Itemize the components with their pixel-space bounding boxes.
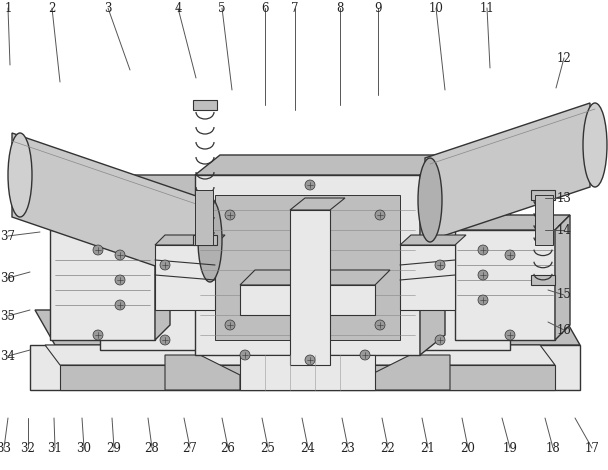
- Polygon shape: [455, 215, 570, 230]
- Text: 34: 34: [1, 350, 15, 362]
- Text: 13: 13: [556, 191, 572, 204]
- Text: 32: 32: [21, 441, 35, 454]
- Text: 8: 8: [336, 1, 344, 15]
- Text: 1: 1: [4, 1, 12, 15]
- Ellipse shape: [478, 245, 488, 255]
- Polygon shape: [370, 355, 450, 390]
- Text: 2: 2: [48, 1, 56, 15]
- Ellipse shape: [418, 158, 442, 242]
- Bar: [531, 275, 555, 285]
- Ellipse shape: [505, 250, 515, 260]
- Text: 18: 18: [545, 441, 561, 454]
- Text: 9: 9: [375, 1, 382, 15]
- Polygon shape: [50, 215, 170, 230]
- Text: 27: 27: [182, 441, 198, 454]
- Polygon shape: [30, 345, 580, 390]
- Text: 3: 3: [104, 1, 112, 15]
- Bar: [193, 100, 217, 110]
- Ellipse shape: [8, 133, 32, 217]
- Ellipse shape: [305, 180, 315, 190]
- Ellipse shape: [225, 320, 235, 330]
- Polygon shape: [100, 200, 510, 350]
- Ellipse shape: [478, 295, 488, 305]
- Polygon shape: [425, 103, 590, 242]
- Polygon shape: [60, 365, 555, 390]
- Polygon shape: [100, 175, 540, 200]
- Ellipse shape: [240, 350, 250, 360]
- Text: 35: 35: [1, 310, 15, 322]
- Polygon shape: [215, 195, 400, 340]
- Bar: [535, 195, 553, 245]
- Ellipse shape: [375, 210, 385, 220]
- Polygon shape: [420, 155, 445, 355]
- Ellipse shape: [93, 245, 103, 255]
- Text: 16: 16: [556, 323, 572, 337]
- Text: 22: 22: [381, 441, 395, 454]
- Text: 31: 31: [47, 441, 63, 454]
- Text: 15: 15: [556, 289, 572, 301]
- Polygon shape: [290, 198, 345, 210]
- Text: 25: 25: [261, 441, 275, 454]
- Text: 6: 6: [261, 1, 269, 15]
- Ellipse shape: [435, 260, 445, 270]
- Ellipse shape: [160, 335, 170, 345]
- Polygon shape: [195, 155, 445, 175]
- Text: 19: 19: [503, 441, 517, 454]
- Bar: [240, 355, 375, 390]
- Polygon shape: [240, 285, 375, 315]
- Text: 5: 5: [218, 1, 226, 15]
- Ellipse shape: [93, 330, 103, 340]
- Ellipse shape: [225, 210, 235, 220]
- Ellipse shape: [478, 270, 488, 280]
- Text: 10: 10: [429, 1, 443, 15]
- Bar: [195, 190, 213, 245]
- Polygon shape: [35, 310, 580, 345]
- Ellipse shape: [505, 330, 515, 340]
- Text: 23: 23: [340, 441, 356, 454]
- Bar: [193, 235, 217, 245]
- Text: 26: 26: [221, 441, 235, 454]
- Bar: [531, 190, 555, 200]
- Polygon shape: [12, 133, 202, 282]
- Ellipse shape: [435, 335, 445, 345]
- Text: 30: 30: [77, 441, 91, 454]
- Ellipse shape: [360, 350, 370, 360]
- Text: 24: 24: [300, 441, 316, 454]
- Text: 29: 29: [106, 441, 122, 454]
- Text: 20: 20: [461, 441, 475, 454]
- Ellipse shape: [375, 320, 385, 330]
- Ellipse shape: [115, 275, 125, 285]
- Text: 4: 4: [174, 1, 182, 15]
- Polygon shape: [155, 245, 215, 310]
- Ellipse shape: [115, 250, 125, 260]
- Ellipse shape: [583, 103, 607, 187]
- Polygon shape: [165, 355, 240, 390]
- Ellipse shape: [115, 300, 125, 310]
- Polygon shape: [45, 345, 555, 365]
- Polygon shape: [155, 235, 225, 245]
- Text: 33: 33: [0, 441, 12, 454]
- Polygon shape: [195, 175, 420, 355]
- Ellipse shape: [198, 198, 222, 282]
- Text: 14: 14: [556, 224, 572, 236]
- Text: 17: 17: [584, 441, 599, 454]
- Polygon shape: [50, 230, 155, 340]
- Text: 12: 12: [557, 52, 572, 64]
- Ellipse shape: [305, 355, 315, 365]
- Text: 7: 7: [291, 1, 299, 15]
- Polygon shape: [290, 210, 330, 365]
- Ellipse shape: [160, 260, 170, 270]
- Text: 21: 21: [421, 441, 435, 454]
- Polygon shape: [400, 245, 455, 310]
- Polygon shape: [555, 215, 570, 340]
- Polygon shape: [240, 270, 390, 285]
- Text: 36: 36: [1, 272, 15, 284]
- Polygon shape: [155, 215, 170, 340]
- Polygon shape: [400, 235, 466, 245]
- Text: 11: 11: [480, 1, 494, 15]
- Polygon shape: [455, 230, 555, 340]
- Text: 28: 28: [145, 441, 159, 454]
- Text: 37: 37: [1, 229, 15, 243]
